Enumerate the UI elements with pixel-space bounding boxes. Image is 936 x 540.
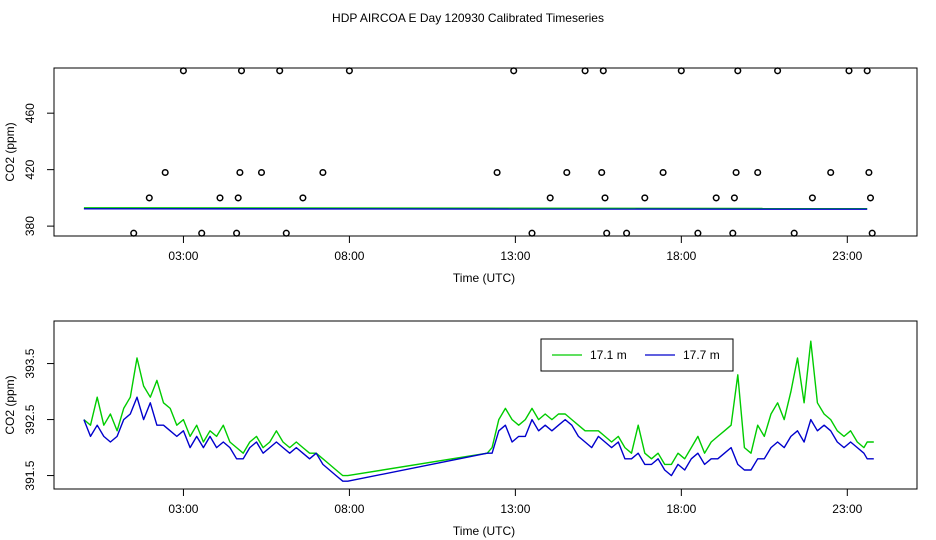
calibration-point (863, 67, 871, 75)
plot-frame (53, 67, 918, 237)
plot-frame (53, 320, 918, 490)
series-line-0 (83, 340, 874, 477)
legend: 17.1 m 17.7 m (540, 338, 734, 372)
legend-label-17-7m: 17.7 m (683, 348, 720, 362)
calibration-point (774, 67, 782, 75)
series-lines (83, 340, 874, 482)
calibration-point (546, 194, 554, 202)
page-title: HDP AIRCOA E Day 120930 Calibrated Times… (332, 11, 604, 25)
calibration-point (198, 229, 206, 237)
x-tick-label: 18:00 (666, 502, 696, 516)
x-axis: 03:00 08:00 13:00 18:00 23:00 (168, 236, 863, 263)
x-axis-label: Time (UTC) (453, 271, 515, 285)
calibration-point (179, 67, 187, 75)
calibration-point (282, 229, 290, 237)
calibration-point (845, 67, 853, 75)
calibration-point (598, 168, 606, 177)
calibration-point (599, 67, 607, 75)
calibration-point (234, 194, 242, 202)
calibration-point (868, 229, 876, 237)
x-tick-label: 18:00 (666, 249, 696, 263)
calibration-point (236, 168, 244, 177)
calibration-point (866, 194, 875, 202)
calibration-point (729, 229, 737, 237)
x-tick-label: 08:00 (334, 502, 364, 516)
legend-label-17-1m: 17.1 m (590, 348, 627, 362)
calibration-point (732, 168, 740, 177)
calibration-point (827, 168, 835, 177)
calibration-point (659, 168, 667, 177)
calibration-point (563, 168, 571, 177)
y-tick-label: 393.5 (23, 348, 37, 378)
x-tick-label: 13:00 (500, 502, 530, 516)
y-axis: 380 420 460 (23, 103, 54, 236)
calibration-point (581, 67, 589, 75)
calibration-point (623, 229, 631, 237)
calibration-point (712, 194, 720, 202)
calibration-point (734, 67, 742, 75)
y-axis: 391.5 392.5 393.5 (23, 348, 54, 491)
calibration-point (345, 67, 353, 75)
y-tick-label: 380 (23, 216, 37, 236)
calibration-point (603, 229, 611, 237)
calibration-point (130, 229, 138, 237)
y-tick-label: 420 (23, 159, 37, 179)
series-lines (83, 207, 868, 210)
calibration-point (216, 194, 224, 202)
calibration-point (145, 194, 153, 202)
calibration-markers (130, 67, 876, 237)
calibration-point (319, 168, 327, 177)
calibration-point (641, 194, 649, 202)
x-axis: 03:00 08:00 13:00 18:00 23:00 (168, 489, 863, 516)
calibration-point (510, 67, 518, 75)
x-tick-label: 03:00 (168, 249, 198, 263)
calibration-point (790, 229, 798, 237)
series-line-0 (83, 207, 868, 210)
calibration-point (233, 229, 241, 237)
calibration-point (161, 168, 169, 177)
calibration-point (865, 168, 873, 177)
y-tick-label: 392.5 (23, 404, 37, 434)
chart-panel-2: 03:00 08:00 13:00 18:00 23:00 391.5 392.5 393.… (3, 320, 918, 538)
x-axis-label: Time (UTC) (453, 524, 515, 538)
x-tick-label: 03:00 (168, 502, 198, 516)
calibration-point (276, 67, 284, 75)
calibration-point (677, 67, 685, 75)
calibration-point (257, 168, 266, 177)
y-tick-label: 391.5 (23, 460, 37, 490)
chart-panel-1: 03:00 08:00 13:00 18:00 23:00 380 420 460 Time… (3, 67, 918, 285)
calibration-point (493, 168, 501, 177)
calibration-point (528, 229, 536, 237)
y-axis-label: CO2 (ppm) (3, 375, 17, 434)
calibration-point (808, 194, 816, 202)
calibration-point (754, 168, 762, 177)
calibration-point (601, 194, 609, 202)
x-tick-label: 13:00 (500, 249, 530, 263)
calibration-point (730, 194, 738, 202)
x-tick-label: 23:00 (832, 249, 862, 263)
series-line-1 (83, 396, 874, 482)
y-axis-label: CO2 (ppm) (3, 122, 17, 181)
calibration-point (694, 229, 702, 237)
x-tick-label: 23:00 (832, 502, 862, 516)
calibration-point (299, 194, 307, 202)
y-tick-label: 460 (23, 103, 37, 123)
calibration-point (237, 67, 246, 75)
x-tick-label: 08:00 (334, 249, 364, 263)
